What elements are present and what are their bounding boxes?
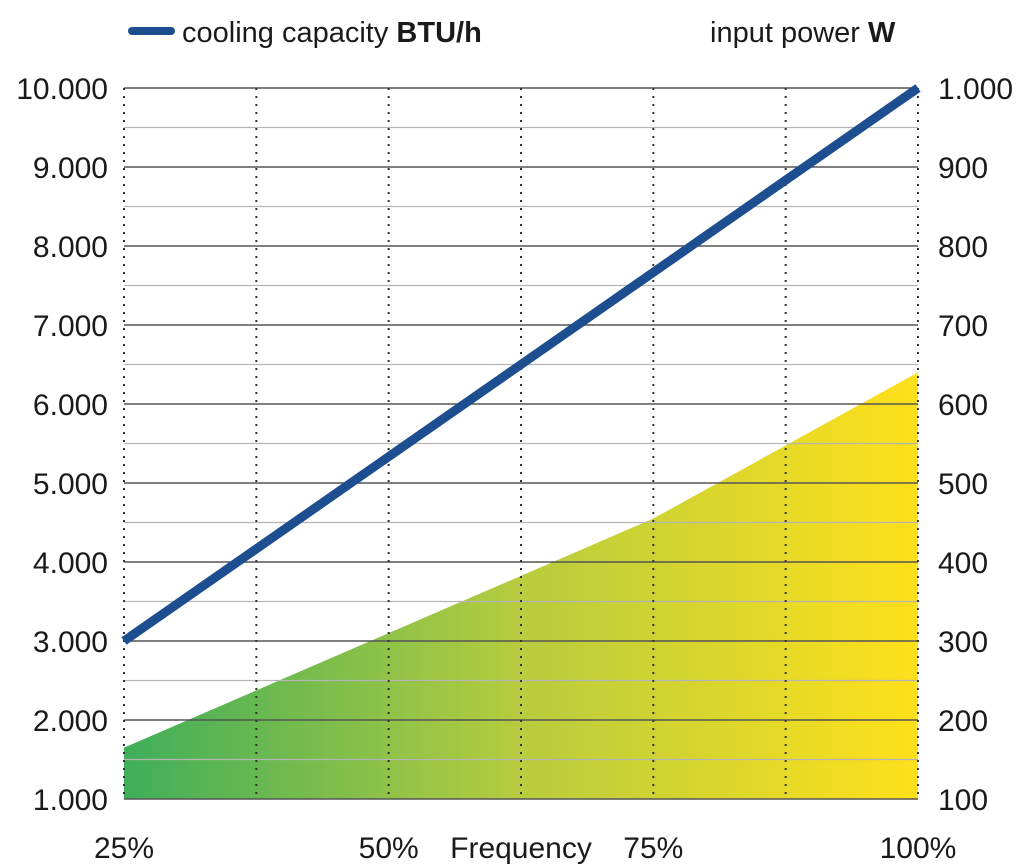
y-right-tick-label: 400 (938, 547, 988, 580)
y-right-tick-label: 600 (938, 389, 988, 422)
series-line-cooling-capacity (121, 84, 921, 645)
x-axis-label: Frequency (450, 832, 592, 865)
y-right-tick-label: 100 (938, 784, 988, 817)
y-left-tick-label: 8.000 (33, 231, 108, 264)
x-tick-label: 50% (359, 832, 419, 865)
y-left-tick-label: 1.000 (33, 784, 108, 817)
x-tick-label: 25% (94, 832, 154, 865)
y-right-tick-label: 700 (938, 310, 988, 343)
plot-area (121, 84, 921, 800)
y-left-tick-label: 10.000 (16, 73, 108, 106)
y-left-tick-label: 6.000 (33, 389, 108, 422)
y-left-tick-label: 3.000 (33, 626, 108, 659)
y-right-tick-label: 200 (938, 705, 988, 738)
legend-label-input-power: input power W (710, 17, 896, 49)
y-right-tick-label: 1.000 (938, 73, 1013, 106)
y-left-tick-label: 9.000 (33, 152, 108, 185)
y-left-tick-label: 4.000 (33, 547, 108, 580)
y-left-tick-label: 2.000 (33, 705, 108, 738)
y-left-tick-label: 7.000 (33, 310, 108, 343)
legend-label-cooling-capacity: cooling capacity BTU/h (182, 17, 482, 49)
x-tick-label: 100% (880, 832, 957, 865)
y-right-tick-label: 900 (938, 152, 988, 185)
legend: cooling capacity BTU/h input power W (128, 17, 896, 49)
y-right-tick-label: 500 (938, 468, 988, 501)
y-right-tick-label: 800 (938, 231, 988, 264)
y-right-tick-label: 300 (938, 626, 988, 659)
axis-ticks: 10.000 9.000 8.000 7.000 6.000 5.000 4.000 3.00… (16, 73, 1013, 865)
y-left-tick-label: 5.000 (33, 468, 108, 501)
x-tick-label: 75% (623, 832, 683, 865)
